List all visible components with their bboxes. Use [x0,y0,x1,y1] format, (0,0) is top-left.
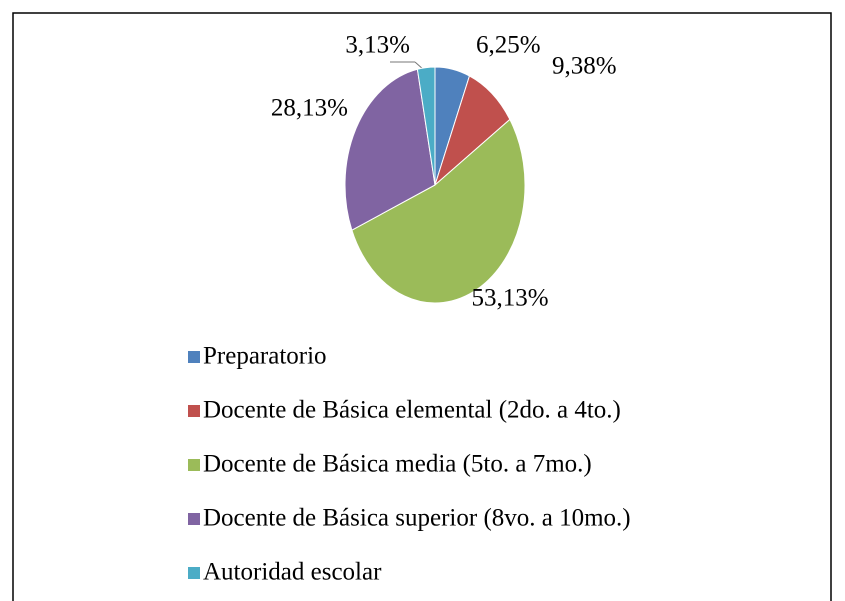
legend-swatch [188,513,200,525]
data-label: 53,13% [471,285,548,312]
data-label: 6,25% [476,32,541,59]
data-label: 3,13% [345,32,410,59]
legend-swatch [188,351,200,363]
legend-swatch [188,567,200,579]
data-label: 28,13% [271,95,348,122]
legend-swatch [188,405,200,417]
legend-label: Docente de Básica elemental (2do. a 4to.… [203,397,621,424]
pie-slice [351,118,526,304]
legend-label: Docente de Básica superior (8vo. a 10mo.… [203,505,631,532]
pie-slice [344,68,436,231]
legend-label: Autoridad escolar [203,559,382,586]
legend-swatch [188,459,200,471]
legend-label: Preparatorio [203,343,327,370]
pie-slice [416,66,436,186]
legend-label: Docente de Básica media (5to. a 7mo.) [203,451,592,478]
data-label: 9,38% [552,53,617,80]
